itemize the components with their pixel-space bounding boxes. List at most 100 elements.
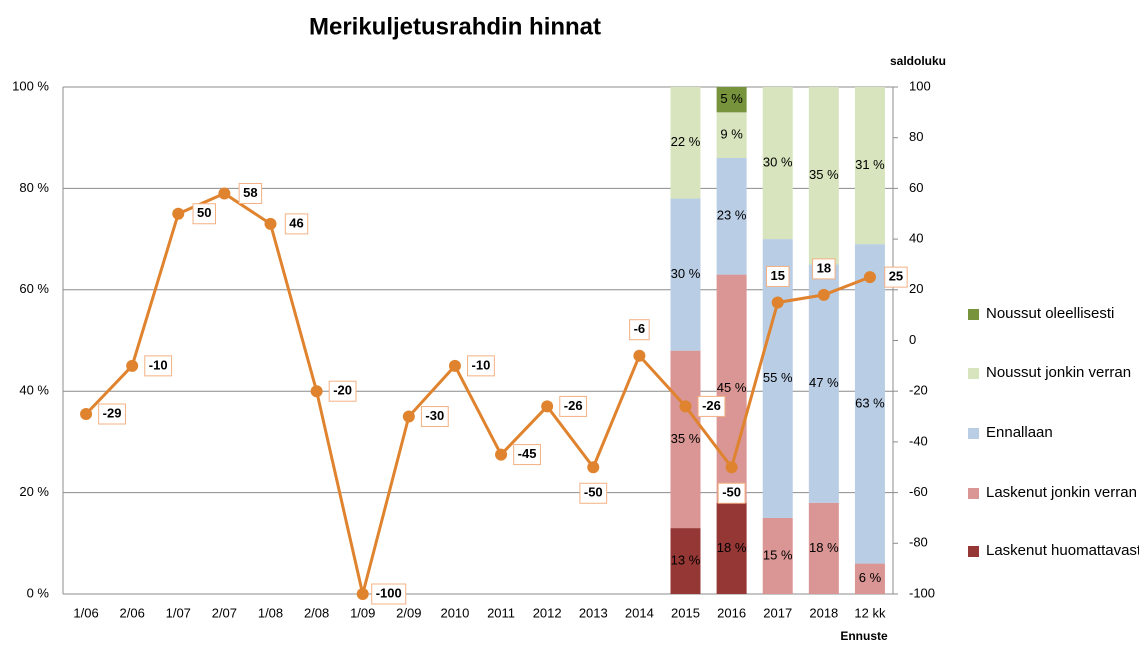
data-label: -26: [564, 398, 583, 413]
x-tick-label: 2/09: [396, 605, 421, 620]
bar-segment: [808, 87, 839, 265]
data-label-box: [467, 355, 495, 377]
y2-tick-label: 60: [909, 180, 923, 195]
y2-tick-label: -100: [909, 585, 935, 600]
x-tick-label: 2018: [809, 605, 838, 620]
data-label-box: [420, 406, 449, 428]
bar-value-label: 47 %: [809, 375, 839, 390]
x-tick-label: 2/06: [120, 605, 145, 620]
x-tick-label: 2010: [440, 605, 469, 620]
data-label-box: [629, 319, 650, 341]
data-label: -30: [425, 408, 444, 423]
bar-value-label: 23 %: [717, 208, 747, 223]
data-label: -10: [472, 357, 491, 372]
legend-item: Laskenut huomattavasti: [968, 540, 1139, 562]
x-tick-label: 2/08: [304, 605, 329, 620]
x-tick-label: 2/07: [212, 605, 237, 620]
line-point: [863, 271, 876, 284]
bar-value-label: 5 %: [720, 91, 743, 106]
data-label: 25: [889, 269, 903, 284]
x-tick-label: 2012: [533, 605, 562, 620]
line-point: [817, 288, 830, 301]
data-label: 58: [243, 185, 257, 200]
data-label-box: [579, 482, 608, 504]
bar-value-label: 63 %: [855, 395, 885, 410]
data-label: 46: [289, 215, 303, 230]
data-label-box: [328, 380, 357, 402]
bar-segment: [762, 87, 793, 240]
line-point: [264, 217, 277, 230]
legend-label: Laskenut jonkin verran: [986, 484, 1137, 501]
line-point: [495, 448, 508, 461]
bar-segment: [762, 517, 793, 594]
x-tick-label: 2017: [763, 605, 792, 620]
line-point: [356, 588, 369, 600]
y-tick-label: 100 %: [12, 78, 49, 93]
line-point: [402, 410, 415, 423]
data-label-box: [884, 266, 908, 288]
y2-tick-label: 100: [909, 78, 931, 93]
data-label: 18: [817, 260, 831, 275]
data-label: 50: [197, 205, 211, 220]
line: [84, 191, 871, 595]
legend-swatch: [968, 428, 979, 439]
legend-item: Noussut jonkin verran: [968, 362, 1139, 384]
legend-swatch: [968, 368, 979, 379]
x-tick-label: 2015: [671, 605, 700, 620]
data-label-box: [371, 583, 407, 605]
line-point: [310, 385, 323, 398]
data-label-box: [513, 444, 541, 466]
bar-value-label: 18 %: [717, 540, 747, 555]
data-label-box: [812, 258, 836, 280]
data-label-box: [717, 482, 746, 504]
y2-tick-label: 80: [909, 129, 923, 144]
x-tick-label: 1/08: [258, 605, 283, 620]
data-label: -45: [518, 446, 537, 461]
legend-item: Laskenut jonkin verran: [968, 482, 1139, 504]
line-point: [80, 408, 93, 421]
data-label-box: [144, 355, 173, 377]
legend-label: Laskenut huomattavasti: [986, 542, 1139, 559]
bar-value-label: 6 %: [859, 570, 882, 585]
x-tick-label: 1/06: [73, 605, 98, 620]
bar-value-label: 35 %: [809, 167, 839, 182]
legend-item: Noussut oleellisesti: [968, 303, 1139, 325]
x-tick-label: 2016: [717, 605, 746, 620]
x-tick-label: 2011: [487, 605, 515, 620]
data-label-box: [192, 203, 217, 225]
legend-item: Ennallaan: [968, 422, 1139, 444]
line-point: [771, 296, 784, 309]
line-point: [541, 400, 554, 413]
line-point: [679, 400, 692, 413]
data-label-box: [98, 403, 126, 425]
y2-tick-label: 20: [909, 281, 923, 296]
y2-tick-label: -20: [909, 383, 928, 398]
bar-value-label: 18 %: [809, 540, 839, 555]
legend-label: Ennallaan: [986, 424, 1053, 441]
legend-swatch: [968, 546, 979, 557]
data-label: -50: [722, 485, 741, 500]
bar-segment: [670, 528, 701, 594]
x-tick-label: 2014: [625, 605, 654, 620]
line-point: [587, 461, 600, 474]
line-point: [633, 349, 646, 362]
line-point: [218, 187, 231, 200]
bar-segment: [716, 157, 747, 275]
y2-tick-label: -80: [909, 535, 928, 550]
bar-segment: [808, 264, 839, 503]
data-label-box: [697, 395, 726, 417]
data-label: -6: [634, 321, 646, 336]
data-label: 15: [770, 268, 784, 283]
line-point: [725, 461, 738, 474]
legend-swatch: [968, 488, 979, 499]
bar-value-label: 55 %: [763, 370, 793, 385]
bar-segment: [716, 502, 747, 594]
data-label: -26: [702, 398, 721, 413]
data-label: -100: [376, 585, 402, 600]
bar-value-label: 22 %: [671, 134, 701, 149]
bar-segment: [854, 563, 885, 594]
y-tick-label: 40 %: [19, 383, 49, 398]
bar-value-label: 15 %: [763, 547, 793, 562]
bar-value-label: 31 %: [855, 157, 885, 172]
